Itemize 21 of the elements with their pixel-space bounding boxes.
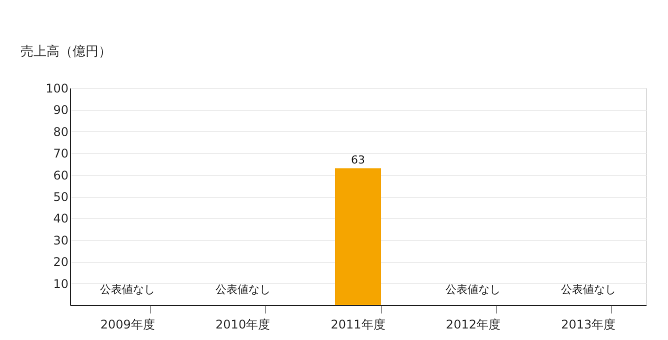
y-tick-label: 60 [53, 168, 68, 182]
data-label: 63 [351, 153, 365, 166]
y-tick-label: 100 [46, 82, 68, 96]
y-tick-label: 90 [53, 103, 68, 118]
x-tick-label: 2009年度 [100, 318, 155, 332]
y-tick-label: 50 [53, 190, 68, 204]
x-tick-label: 2010年度 [216, 318, 270, 332]
y-tick-label: 70 [53, 146, 68, 161]
y-axis-title: 売上高（億円） [20, 44, 112, 60]
y-tick-label: 40 [53, 212, 68, 226]
x-tick-label: 2013年度 [561, 318, 616, 332]
y-tick-label: 80 [53, 124, 68, 139]
text: 公表値なし [100, 283, 156, 296]
text: 公表値なし [560, 283, 616, 296]
x-tick-label: 2012年度 [446, 318, 500, 332]
y-tick-label: 20 [53, 255, 68, 270]
y-tick-label: 10 [53, 276, 68, 291]
x-tick-label: 2011年度 [330, 318, 386, 332]
text: 公表値なし [215, 283, 270, 296]
y-tick-label: 30 [53, 233, 68, 248]
text: 公表値なし [446, 283, 501, 296]
